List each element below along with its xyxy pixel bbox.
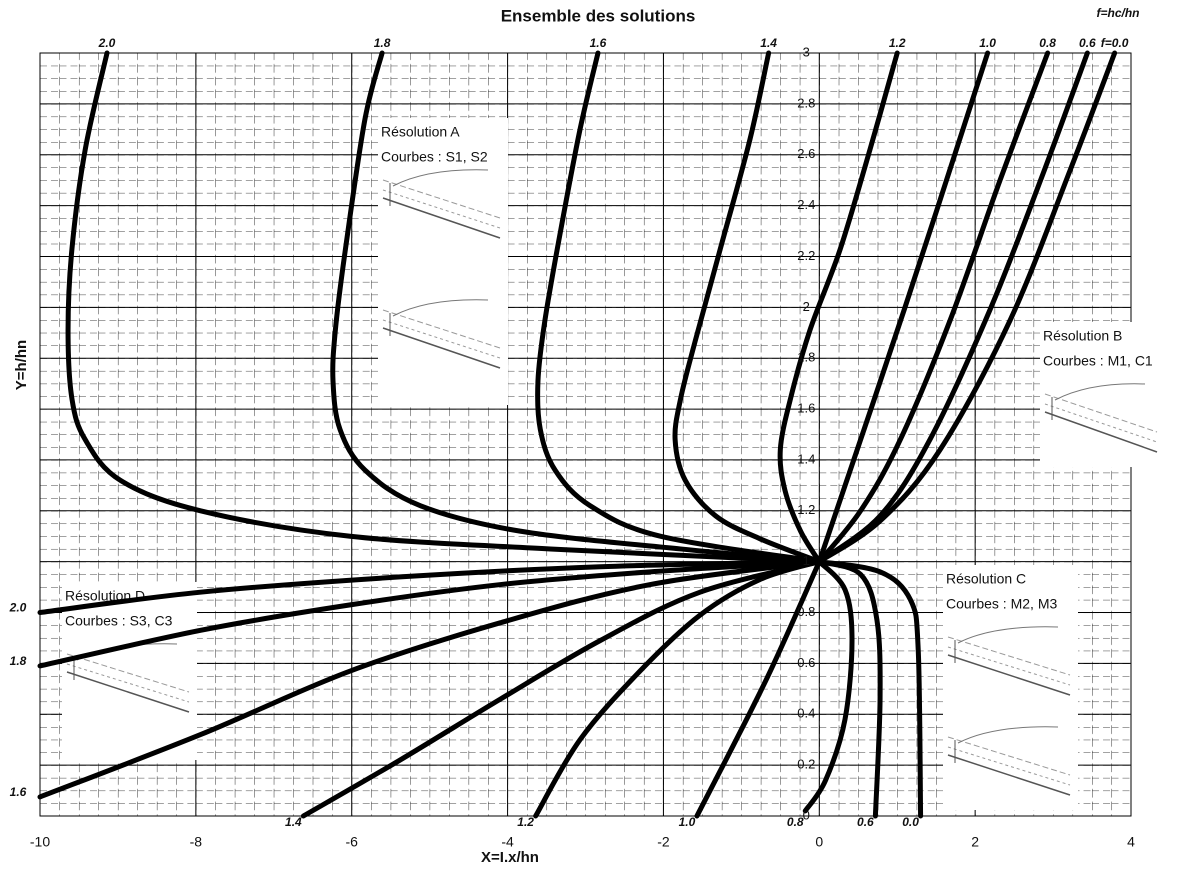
x-tick-label: -4 [501,834,514,850]
y-tick-label: 0.2 [797,757,815,772]
y-tick-label: 0.6 [797,655,815,670]
x-tick-label: 2 [971,834,979,850]
x-axis-title: X=I.x/hn [481,849,539,866]
curve-label: 1.0 [679,815,696,829]
y-tick-label: 1.6 [797,401,815,416]
curve-label: 1.2 [517,815,534,829]
curve-label: 0.8 [787,815,804,829]
curve-label: 1.8 [10,654,27,668]
y-tick-label: 1.2 [797,502,815,517]
curve-label: 1.6 [590,36,607,50]
y-tick-label: 1 [803,553,810,568]
x-tick-label: -6 [345,834,358,850]
inset-title: Résolution B [1043,328,1122,344]
x-tick-label: 0 [815,834,823,850]
curve-label: 2.0 [98,36,116,50]
y-tick-label: 2.2 [797,248,815,263]
y-tick-label: 2.8 [797,95,815,110]
curve-label: 1.4 [760,36,777,50]
curve-label: 1.4 [285,815,302,829]
curve-label: 0.8 [1039,36,1056,50]
curve-label: 1.0 [979,36,996,50]
curve-label: 0.6 [1079,36,1096,50]
x-tick-label: -2 [657,834,670,850]
y-tick-label: 1.4 [797,451,815,466]
y-tick-label: 0.4 [797,706,815,721]
inset-subtitle: Courbes : S1, S2 [381,149,488,165]
y-tick-label: 1.8 [797,350,815,365]
curve-label: 1.2 [889,36,906,50]
y-tick-label: 2.4 [797,197,815,212]
inset-subtitle: Courbes : M2, M3 [946,596,1057,612]
y-axis-title: Y=h/hn [13,340,30,390]
annotation: f=hc/hn [1096,6,1139,20]
y-tick-label: 3 [803,44,810,59]
inset-title: Résolution C [946,571,1026,587]
curve-label: f=0.0 [1101,36,1129,50]
y-tick-label: 2 [803,299,810,314]
y-tick-label: 2.6 [797,146,815,161]
y-tick-label: 0 [803,807,810,822]
y-tick-label: 0.8 [797,604,815,619]
x-tick-label: 4 [1127,834,1135,850]
curve-label: 1.6 [10,785,27,799]
curve-label: 0.0 [902,815,919,829]
curve-label: 1.8 [374,36,391,50]
curve-label: 0.6 [857,815,874,829]
inset-box [1040,322,1165,467]
x-tick-label: -10 [30,834,50,850]
curve-label: 2.0 [9,601,27,615]
chart: Résolution A Courbes : S1, S2 Résolution B… [0,0,1184,869]
inset-subtitle: Courbes : M1, C1 [1043,353,1153,369]
inset-title: Résolution A [381,124,460,140]
x-tick-label: -8 [190,834,203,850]
chart-title: Ensemble des solutions [501,6,696,25]
inset-subtitle: Courbes : S3, C3 [65,613,173,629]
